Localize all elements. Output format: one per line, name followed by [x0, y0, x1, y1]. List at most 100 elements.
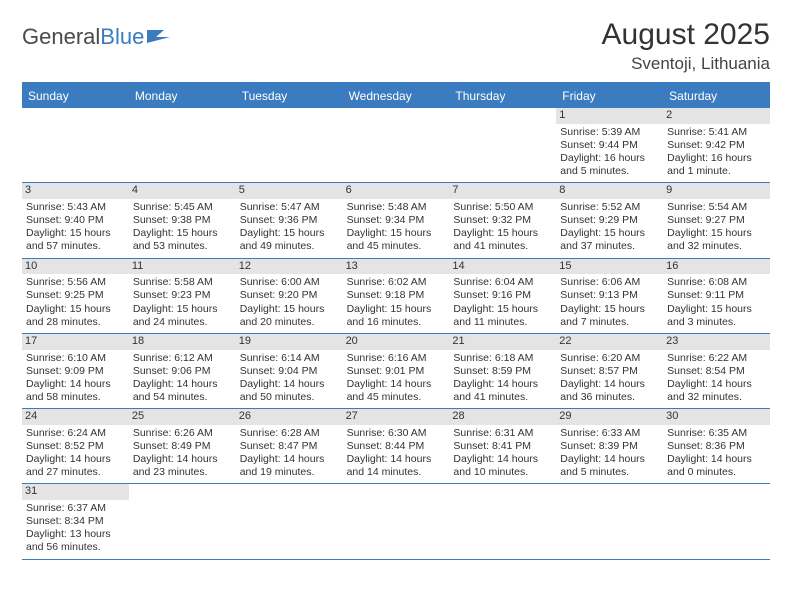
calendar-cell: 29 Sunrise: 6:33 AMSunset: 8:39 PMDayligh…	[556, 409, 663, 484]
daylight-line: Daylight: 15 hours and 3 minutes.	[667, 303, 766, 329]
day-number: 24	[22, 409, 129, 425]
day-number: 28	[449, 409, 556, 425]
day-number: 12	[236, 259, 343, 275]
sunset-line: Sunset: 9:36 PM	[240, 214, 339, 227]
calendar-cell: 21 Sunrise: 6:18 AMSunset: 8:59 PMDayligh…	[449, 334, 556, 409]
sunrise-line: Sunrise: 6:18 AM	[453, 352, 552, 365]
calendar-cell: 4Sunrise: 5:45 AMSunset: 9:38 PMDaylight…	[129, 183, 236, 258]
day-number: 2	[663, 108, 770, 124]
daylight-line: Daylight: 15 hours and 41 minutes.	[453, 227, 552, 253]
calendar-cell: 5 Sunrise: 5:47 AMSunset: 9:36 PMDaylight…	[236, 183, 343, 258]
daylight-line: Daylight: 15 hours and 11 minutes.	[453, 303, 552, 329]
sunset-line: Sunset: 8:39 PM	[560, 440, 659, 453]
sunset-line: Sunset: 9:32 PM	[453, 214, 552, 227]
calendar-cell-empty	[663, 484, 770, 559]
sunrise-line: Sunrise: 6:20 AM	[560, 352, 659, 365]
day-number: 29	[556, 409, 663, 425]
calendar-cell: 1Sunrise: 5:39 AMSunset: 9:44 PMDaylight…	[556, 108, 663, 183]
daylight-line: Daylight: 15 hours and 24 minutes.	[133, 303, 232, 329]
calendar-cell-empty	[343, 108, 450, 183]
day-number: 3	[22, 183, 129, 199]
logo-text-2: Blue	[100, 24, 144, 50]
sunrise-line: Sunrise: 5:47 AM	[240, 201, 339, 214]
sunset-line: Sunset: 8:47 PM	[240, 440, 339, 453]
day-number: 18	[129, 334, 236, 350]
sunset-line: Sunset: 8:49 PM	[133, 440, 232, 453]
calendar-cell: 25Sunrise: 6:26 AMSunset: 8:49 PMDayligh…	[129, 409, 236, 484]
calendar-cell: 7Sunrise: 5:50 AMSunset: 9:32 PMDaylight…	[449, 183, 556, 258]
sunset-line: Sunset: 9:34 PM	[347, 214, 446, 227]
day-number: 9	[663, 183, 770, 199]
day-number: 19	[236, 334, 343, 350]
sunrise-line: Sunrise: 5:39 AM	[560, 126, 659, 139]
calendar-cell-empty	[236, 484, 343, 559]
day-number: 14	[449, 259, 556, 275]
day-number: 6	[343, 183, 450, 199]
daylight-line: Daylight: 14 hours and 54 minutes.	[133, 378, 232, 404]
daylight-line: Daylight: 14 hours and 27 minutes.	[26, 453, 125, 479]
day-number: 23	[663, 334, 770, 350]
logo-text-1: General	[22, 24, 100, 50]
calendar-cell: 11Sunrise: 5:58 AMSunset: 9:23 PMDayligh…	[129, 259, 236, 334]
calendar-cell: 12Sunrise: 6:00 AMSunset: 9:20 PMDayligh…	[236, 259, 343, 334]
page-subtitle: Sventoji, Lithuania	[602, 54, 770, 74]
day-number: 4	[129, 183, 236, 199]
sunrise-line: Sunrise: 5:50 AM	[453, 201, 552, 214]
calendar-cell-empty	[129, 108, 236, 183]
sunrise-line: Sunrise: 6:24 AM	[26, 427, 125, 440]
daylight-line: Daylight: 15 hours and 28 minutes.	[26, 303, 125, 329]
sunset-line: Sunset: 9:27 PM	[667, 214, 766, 227]
day-number: 5	[236, 183, 343, 199]
calendar-cell: 23Sunrise: 6:22 AMSunset: 8:54 PMDayligh…	[663, 334, 770, 409]
calendar-cell-empty	[236, 108, 343, 183]
sunset-line: Sunset: 9:29 PM	[560, 214, 659, 227]
sunset-line: Sunset: 9:38 PM	[133, 214, 232, 227]
sunset-line: Sunset: 8:34 PM	[26, 515, 125, 528]
calendar-cell: 9Sunrise: 5:54 AMSunset: 9:27 PMDaylight…	[663, 183, 770, 258]
daylight-line: Daylight: 14 hours and 58 minutes.	[26, 378, 125, 404]
sunset-line: Sunset: 9:16 PM	[453, 289, 552, 302]
sunset-line: Sunset: 8:36 PM	[667, 440, 766, 453]
sunrise-line: Sunrise: 5:58 AM	[133, 276, 232, 289]
calendar-grid: SundayMondayTuesdayWednesdayThursdayFrid…	[22, 82, 770, 560]
sunset-line: Sunset: 8:52 PM	[26, 440, 125, 453]
day-header: Saturday	[663, 84, 770, 108]
calendar-cell-empty	[449, 108, 556, 183]
daylight-line: Daylight: 15 hours and 57 minutes.	[26, 227, 125, 253]
daylight-line: Daylight: 15 hours and 45 minutes.	[347, 227, 446, 253]
header: GeneralBlue August 2025 Sventoji, Lithua…	[22, 18, 770, 74]
sunset-line: Sunset: 8:41 PM	[453, 440, 552, 453]
sunset-line: Sunset: 9:23 PM	[133, 289, 232, 302]
calendar-cell-empty	[129, 484, 236, 559]
calendar-cell: 15Sunrise: 6:06 AMSunset: 9:13 PMDayligh…	[556, 259, 663, 334]
sunrise-line: Sunrise: 6:33 AM	[560, 427, 659, 440]
sunrise-line: Sunrise: 6:28 AM	[240, 427, 339, 440]
sunset-line: Sunset: 9:20 PM	[240, 289, 339, 302]
day-number: 21	[449, 334, 556, 350]
calendar-cell: 31Sunrise: 6:37 AMSunset: 8:34 PMDayligh…	[22, 484, 129, 559]
day-number: 10	[22, 259, 129, 275]
daylight-line: Daylight: 15 hours and 37 minutes.	[560, 227, 659, 253]
calendar-cell: 28Sunrise: 6:31 AMSunset: 8:41 PMDayligh…	[449, 409, 556, 484]
daylight-line: Daylight: 14 hours and 5 minutes.	[560, 453, 659, 479]
calendar-cell: 3Sunrise: 5:43 AMSunset: 9:40 PMDaylight…	[22, 183, 129, 258]
sunset-line: Sunset: 8:57 PM	[560, 365, 659, 378]
calendar-cell-empty	[343, 484, 450, 559]
calendar-cell: 27Sunrise: 6:30 AMSunset: 8:44 PMDayligh…	[343, 409, 450, 484]
sunrise-line: Sunrise: 6:22 AM	[667, 352, 766, 365]
sunrise-line: Sunrise: 6:06 AM	[560, 276, 659, 289]
sunset-line: Sunset: 9:42 PM	[667, 139, 766, 152]
daylight-line: Daylight: 15 hours and 49 minutes.	[240, 227, 339, 253]
sunrise-line: Sunrise: 5:43 AM	[26, 201, 125, 214]
sunrise-line: Sunrise: 5:41 AM	[667, 126, 766, 139]
day-number: 1	[556, 108, 663, 124]
calendar-cell: 24 Sunrise: 6:24 AMSunset: 8:52 PMDayligh…	[22, 409, 129, 484]
calendar-cell: 20Sunrise: 6:16 AMSunset: 9:01 PMDayligh…	[343, 334, 450, 409]
day-header: Wednesday	[343, 84, 450, 108]
daylight-line: Daylight: 14 hours and 41 minutes.	[453, 378, 552, 404]
sunset-line: Sunset: 8:59 PM	[453, 365, 552, 378]
sunset-line: Sunset: 9:09 PM	[26, 365, 125, 378]
logo: GeneralBlue	[22, 18, 172, 50]
day-number: 25	[129, 409, 236, 425]
daylight-line: Daylight: 15 hours and 53 minutes.	[133, 227, 232, 253]
